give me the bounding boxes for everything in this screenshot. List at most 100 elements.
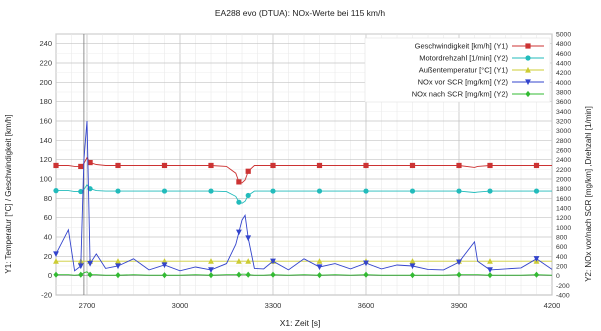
y-right-tick-label: 600	[556, 244, 568, 251]
series-layer	[53, 120, 553, 279]
data-point	[245, 271, 251, 278]
axes-layer: 2700 3000 3300 3600 3900 4200-200204060801001…	[39, 32, 571, 311]
data-point	[53, 271, 59, 278]
data-point	[161, 272, 168, 279]
y-right-tick-label: 3200	[556, 119, 571, 126]
y-right-tick-label: 2800	[556, 138, 571, 145]
y-right-tick-label: 2000	[556, 177, 571, 184]
data-point	[409, 188, 416, 194]
y-left-tick-label: 80	[44, 194, 52, 203]
y-right-tick-label: 1800	[556, 186, 571, 193]
legend-label: NOx vor SCR [mg/km] (Y2)	[418, 78, 509, 87]
y-left-tick-label: 160	[39, 117, 52, 126]
data-point	[456, 271, 462, 278]
y-right-tick-label: -400	[556, 293, 570, 300]
y-left-tick-label: 240	[39, 39, 52, 48]
series-4	[53, 120, 553, 273]
y-right-tick-label: 3400	[556, 109, 571, 116]
y-right-tick-label: 2200	[556, 167, 571, 174]
data-point	[487, 267, 493, 273]
x-tick-label: 3000	[172, 301, 189, 310]
series-line	[56, 271, 553, 276]
data-point	[87, 159, 93, 166]
data-point	[316, 188, 323, 194]
data-point	[245, 258, 252, 264]
data-point	[270, 271, 276, 278]
y-right-tick-label: 1200	[556, 215, 571, 222]
data-point	[78, 163, 84, 170]
y-left-axis-label: Y1: Temperatur [°C] / Geschwindigkeit [k…	[4, 114, 13, 273]
data-point	[53, 188, 59, 194]
x-tick-label: 3600	[358, 301, 375, 310]
legend-marker	[525, 43, 531, 49]
y-right-tick-label: 0	[556, 273, 560, 280]
y-left-tick-label: 0	[48, 271, 52, 280]
legend-label: Geschwindigkeit [km/h] (Y1)	[415, 42, 509, 51]
legend-marker	[525, 90, 531, 98]
data-point	[115, 263, 121, 270]
data-point	[236, 271, 242, 278]
y-right-tick-label: 1000	[556, 225, 571, 232]
x-axis-label: X1: Zeit [s]	[280, 318, 321, 328]
data-point	[245, 235, 252, 242]
data-point	[533, 271, 540, 278]
y-left-tick-label: 220	[39, 59, 52, 68]
y-right-tick-label: 3800	[556, 90, 571, 97]
data-point	[363, 188, 369, 194]
data-point	[363, 162, 369, 169]
y-left-tick-label: 40	[44, 233, 52, 242]
data-point	[161, 262, 168, 269]
data-point	[533, 162, 540, 169]
data-point	[161, 258, 168, 264]
data-point	[270, 162, 276, 169]
data-point	[316, 258, 323, 264]
data-point	[78, 188, 84, 195]
y-right-tick-label: 400	[556, 254, 568, 261]
x-tick-label: 3900	[451, 301, 468, 310]
x-tick-label: 2700	[79, 301, 96, 310]
data-point	[53, 162, 59, 169]
y-right-tick-label: 2400	[556, 157, 571, 164]
data-point	[533, 188, 540, 194]
y-left-tick-label: 20	[44, 252, 52, 261]
data-point	[208, 272, 214, 279]
data-point	[487, 272, 493, 279]
y-right-tick-label: 4200	[556, 70, 571, 77]
chart-title: EA288 evo (DTUA): NOx-Werte bei 115 km/h	[215, 8, 385, 18]
data-point	[53, 258, 59, 264]
legend-marker	[525, 55, 531, 61]
y-right-tick-label: 4600	[556, 51, 571, 58]
series-2	[53, 184, 552, 205]
y-right-tick-label: 4000	[556, 80, 571, 87]
data-point	[87, 271, 93, 278]
data-point	[236, 179, 242, 185]
y-right-tick-label: 4400	[556, 61, 571, 68]
y-left-tick-label: -20	[41, 291, 52, 300]
y-left-tick-label: 140	[39, 136, 52, 145]
data-point	[115, 188, 121, 194]
data-point	[456, 188, 462, 194]
data-point	[161, 188, 168, 194]
data-point	[208, 188, 214, 194]
data-point	[409, 162, 416, 169]
data-point	[456, 259, 462, 266]
data-point	[409, 258, 416, 264]
data-point	[533, 256, 540, 262]
x-tick-label: 4200	[544, 301, 561, 310]
data-point	[115, 162, 121, 169]
data-point	[115, 272, 121, 279]
data-point	[78, 271, 84, 278]
data-point	[87, 260, 93, 267]
data-point	[53, 251, 59, 258]
data-point	[161, 162, 168, 169]
data-point	[270, 258, 276, 265]
x-tick-label: 3300	[265, 301, 282, 310]
data-point	[487, 258, 493, 264]
data-point	[409, 263, 416, 270]
y-right-tick-label: 3000	[556, 128, 571, 135]
data-point	[236, 229, 242, 236]
y-right-tick-label: 800	[556, 235, 568, 242]
legend: Geschwindigkeit [km/h] (Y1) Motordrehzahl…	[364, 37, 551, 103]
data-point	[487, 188, 493, 194]
y-right-tick-label: -200	[556, 283, 570, 290]
